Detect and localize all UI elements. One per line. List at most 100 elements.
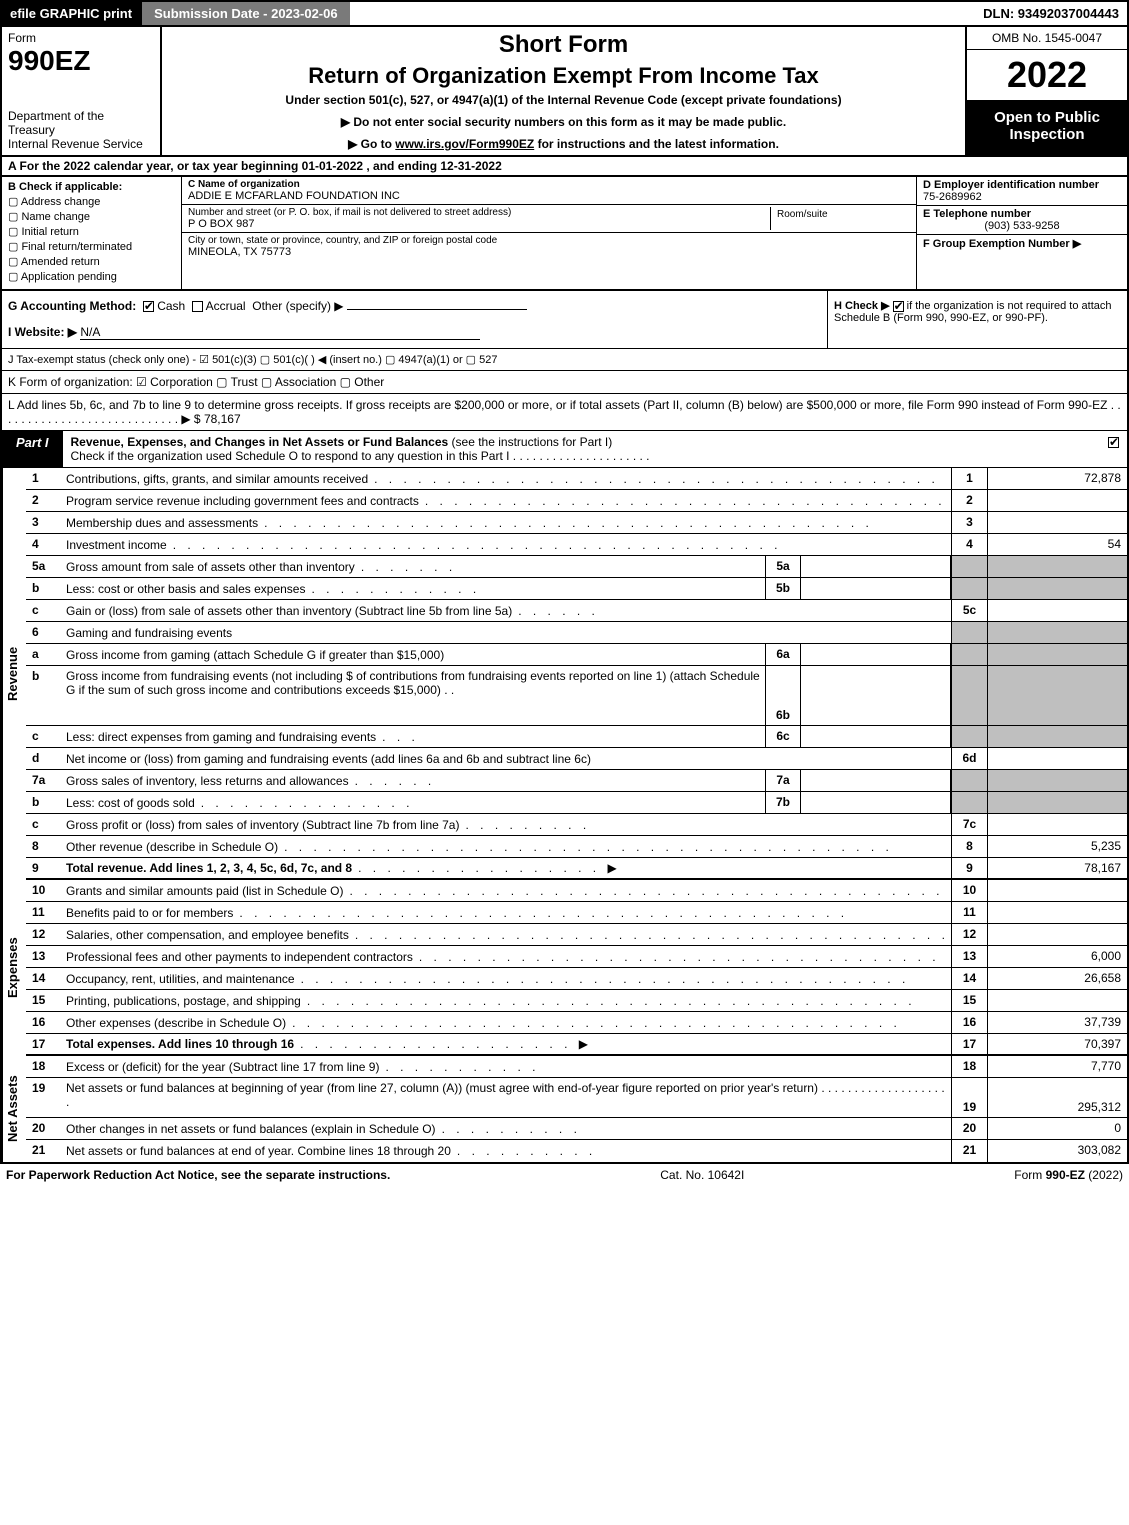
ln4-dots: . . . . . . . . . . . . . . . . . . . . … bbox=[173, 538, 947, 552]
ln6d-rnum: 6d bbox=[951, 748, 987, 769]
chk-application-pending[interactable]: Application pending bbox=[8, 270, 175, 283]
ln17-desc: Total expenses. Add lines 10 through 16 … bbox=[62, 1034, 951, 1054]
ln16-rval: 37,739 bbox=[987, 1012, 1127, 1033]
line-5c: c Gain or (loss) from sale of assets oth… bbox=[26, 600, 1127, 622]
ln17-dots: . . . . . . . . . . . . . . . . . . . ▶ bbox=[300, 1037, 947, 1051]
revenue-rows: 1 Contributions, gifts, grants, and simi… bbox=[26, 468, 1127, 880]
department: Department of the Treasury Internal Reve… bbox=[8, 109, 154, 151]
other-label: Other (specify) ▶ bbox=[252, 299, 343, 313]
ln3-dots: . . . . . . . . . . . . . . . . . . . . … bbox=[264, 516, 947, 530]
header-right: OMB No. 1545-0047 2022 Open to Public In… bbox=[967, 27, 1127, 155]
ln2-rnum: 2 bbox=[951, 490, 987, 511]
row-g-accounting: G Accounting Method: Cash Accrual Other … bbox=[8, 299, 821, 313]
ln6a-rval-grey bbox=[987, 644, 1127, 665]
ln14-num: 14 bbox=[26, 968, 62, 989]
ln18-text: Excess or (deficit) for the year (Subtra… bbox=[66, 1060, 379, 1074]
netassets-side-label: Net Assets bbox=[2, 1056, 26, 1162]
ln5b-dots: . . . . . . . . . . . . bbox=[311, 582, 761, 596]
ln12-rval bbox=[987, 924, 1127, 945]
chk-schedule-b[interactable] bbox=[893, 301, 904, 312]
ln20-desc: Other changes in net assets or fund bala… bbox=[62, 1118, 951, 1139]
chk-address-change[interactable]: Address change bbox=[8, 195, 175, 208]
line-18: 18 Excess or (deficit) for the year (Sub… bbox=[26, 1056, 1127, 1078]
ln6b-dots: . . bbox=[444, 683, 454, 697]
row-k-text: K Form of organization: ☑ Corporation ▢ … bbox=[8, 375, 384, 389]
chk-accrual[interactable] bbox=[192, 301, 203, 312]
ln18-rnum: 18 bbox=[951, 1056, 987, 1077]
ln5a-text: Gross amount from sale of assets other t… bbox=[66, 560, 355, 574]
ln7c-dots: . . . . . . . . . bbox=[465, 818, 947, 832]
part1-header: Part I Revenue, Expenses, and Changes in… bbox=[0, 431, 1129, 468]
d-label: D Employer identification number bbox=[923, 179, 1121, 191]
street-value: P O BOX 987 bbox=[188, 218, 770, 230]
ln10-desc: Grants and similar amounts paid (list in… bbox=[62, 880, 951, 901]
accrual-label: Accrual bbox=[206, 299, 246, 313]
footer-right-post: (2022) bbox=[1085, 1168, 1123, 1182]
section-gh: G Accounting Method: Cash Accrual Other … bbox=[0, 291, 1129, 349]
line-6b: b Gross income from fundraising events (… bbox=[26, 666, 1127, 726]
line-15: 15 Printing, publications, postage, and … bbox=[26, 990, 1127, 1012]
ln8-rnum: 8 bbox=[951, 836, 987, 857]
chk-name-change[interactable]: Name change bbox=[8, 210, 175, 223]
ln2-rval bbox=[987, 490, 1127, 511]
ln8-rval: 5,235 bbox=[987, 836, 1127, 857]
chk-initial-return[interactable]: Initial return bbox=[8, 225, 175, 238]
ln1-num: 1 bbox=[26, 468, 62, 489]
line-1: 1 Contributions, gifts, grants, and simi… bbox=[26, 468, 1127, 490]
chk-final-return[interactable]: Final return/terminated bbox=[8, 240, 175, 253]
line-21: 21 Net assets or fund balances at end of… bbox=[26, 1140, 1127, 1162]
col-h-schedule-b: H Check ▶ if the organization is not req… bbox=[827, 291, 1127, 348]
line-6c: c Less: direct expenses from gaming and … bbox=[26, 726, 1127, 748]
ln17-rnum: 17 bbox=[951, 1034, 987, 1054]
ln15-dots: . . . . . . . . . . . . . . . . . . . . … bbox=[307, 994, 947, 1008]
chk-amended-return[interactable]: Amended return bbox=[8, 255, 175, 268]
submission-date: Submission Date - 2023-02-06 bbox=[140, 2, 350, 25]
ln7a-num: 7a bbox=[26, 770, 62, 791]
ln15-rnum: 15 bbox=[951, 990, 987, 1011]
ln18-desc: Excess or (deficit) for the year (Subtra… bbox=[62, 1056, 951, 1077]
ln7b-text: Less: cost of goods sold bbox=[66, 796, 195, 810]
ln15-rval bbox=[987, 990, 1127, 1011]
col-g: G Accounting Method: Cash Accrual Other … bbox=[2, 291, 827, 348]
ln6a-mnum: 6a bbox=[765, 644, 801, 665]
g-label: G Accounting Method: bbox=[8, 299, 136, 313]
ln19-text: Net assets or fund balances at beginning… bbox=[66, 1081, 818, 1095]
ln6b-desc: Gross income from fundraising events (no… bbox=[62, 666, 765, 725]
line-10: 10 Grants and similar amounts paid (list… bbox=[26, 880, 1127, 902]
ln7c-desc: Gross profit or (loss) from sales of inv… bbox=[62, 814, 951, 835]
chk-cash[interactable] bbox=[143, 301, 154, 312]
ln6-rnum-grey bbox=[951, 622, 987, 643]
ln5a-rnum-grey bbox=[951, 556, 987, 577]
ln5b-rnum-grey bbox=[951, 578, 987, 599]
ln6d-desc: Net income or (loss) from gaming and fun… bbox=[62, 748, 951, 769]
ln7a-mval bbox=[801, 770, 951, 791]
ln1-desc: Contributions, gifts, grants, and simila… bbox=[62, 468, 951, 489]
chk-schedule-o-part1[interactable] bbox=[1108, 437, 1119, 448]
ln4-num: 4 bbox=[26, 534, 62, 555]
revenue-side-label: Revenue bbox=[2, 468, 26, 880]
form-number: 990EZ bbox=[8, 45, 154, 77]
ln6a-mval bbox=[801, 644, 951, 665]
ln14-dots: . . . . . . . . . . . . . . . . . . . . … bbox=[301, 972, 947, 986]
ln20-num: 20 bbox=[26, 1118, 62, 1139]
ln6-desc: Gaming and fundraising events bbox=[62, 622, 951, 643]
expenses-side-label: Expenses bbox=[2, 880, 26, 1056]
ln6a-num: a bbox=[26, 644, 62, 665]
irs-link[interactable]: www.irs.gov/Form990EZ bbox=[395, 137, 534, 151]
line-16: 16 Other expenses (describe in Schedule … bbox=[26, 1012, 1127, 1034]
ln6a-desc: Gross income from gaming (attach Schedul… bbox=[62, 644, 765, 665]
ln4-rval: 54 bbox=[987, 534, 1127, 555]
part1-subtitle-dots: . . . . . . . . . . . . . . . . . . . . … bbox=[513, 449, 650, 463]
efile-label[interactable]: efile GRAPHIC print bbox=[2, 2, 140, 25]
row-l-amount: 78,167 bbox=[204, 412, 241, 426]
footer-center: Cat. No. 10642I bbox=[390, 1168, 1014, 1182]
ln5b-mnum: 5b bbox=[765, 578, 801, 599]
revenue-grid: Revenue 1 Contributions, gifts, grants, … bbox=[0, 468, 1129, 880]
row-l-gross-receipts: L Add lines 5b, 6c, and 7b to line 9 to … bbox=[0, 394, 1129, 431]
ln20-rval: 0 bbox=[987, 1118, 1127, 1139]
ln21-rnum: 21 bbox=[951, 1140, 987, 1162]
dln: DLN: 93492037004443 bbox=[975, 2, 1127, 25]
page-footer: For Paperwork Reduction Act Notice, see … bbox=[0, 1164, 1129, 1186]
other-specify-line[interactable] bbox=[347, 309, 527, 310]
ln12-num: 12 bbox=[26, 924, 62, 945]
